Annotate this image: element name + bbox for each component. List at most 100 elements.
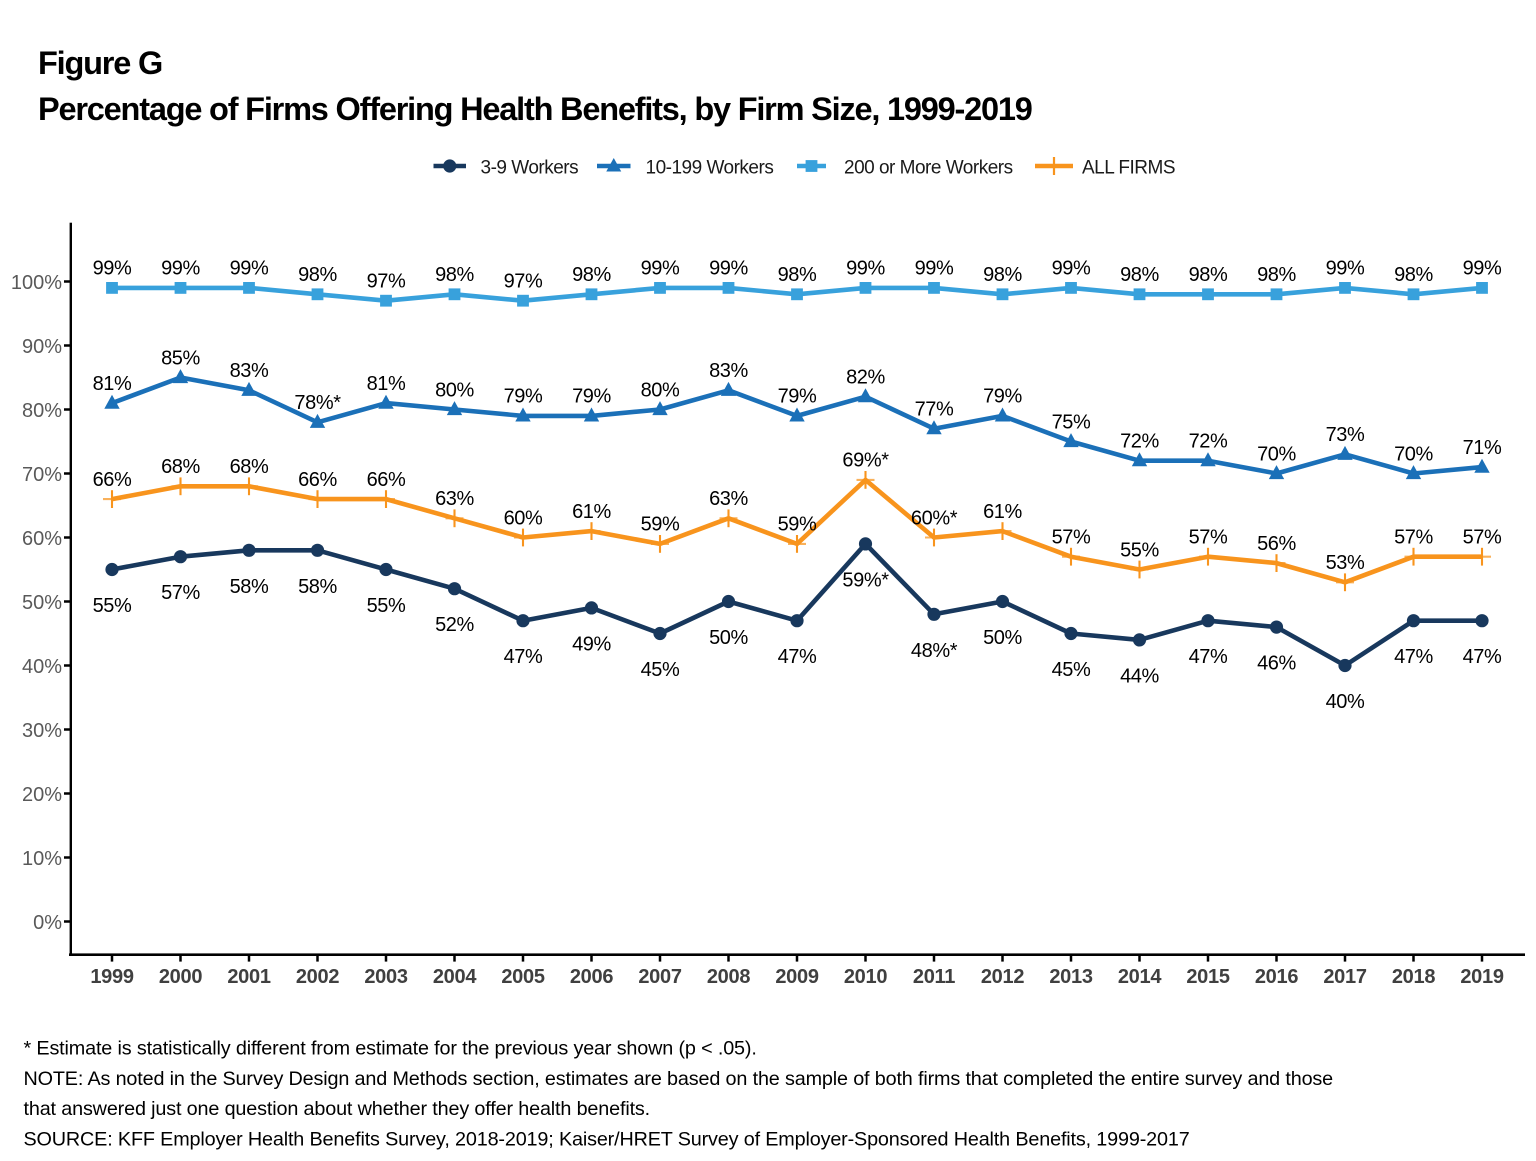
svg-text:98%: 98%	[1189, 264, 1228, 286]
svg-text:68%: 68%	[230, 456, 269, 478]
svg-text:66%: 66%	[93, 469, 132, 491]
svg-text:47%: 47%	[1189, 646, 1228, 668]
svg-text:70%: 70%	[22, 464, 62, 486]
svg-text:72%: 72%	[1120, 431, 1159, 453]
svg-text:80%: 80%	[22, 400, 62, 422]
svg-text:98%: 98%	[778, 264, 817, 286]
svg-text:71%: 71%	[1463, 437, 1502, 459]
svg-text:44%: 44%	[1120, 665, 1159, 687]
svg-text:81%: 81%	[93, 373, 132, 395]
svg-text:NOTE: As noted in the Survey D: NOTE: As noted in the Survey Design and …	[24, 1068, 1334, 1090]
svg-text:60%: 60%	[504, 507, 543, 529]
svg-text:59%: 59%	[641, 514, 680, 536]
svg-text:2008: 2008	[707, 966, 750, 988]
svg-text:40%: 40%	[22, 656, 62, 678]
svg-text:55%: 55%	[93, 595, 132, 617]
svg-text:69%*: 69%*	[842, 450, 889, 472]
svg-text:* Estimate is statistically di: * Estimate is statistically different fr…	[24, 1038, 757, 1060]
svg-text:73%: 73%	[1326, 424, 1365, 446]
svg-text:61%: 61%	[983, 501, 1022, 523]
svg-text:57%: 57%	[161, 582, 200, 604]
svg-text:45%: 45%	[641, 659, 680, 681]
svg-text:60%: 60%	[22, 528, 62, 550]
svg-text:200 or More Workers: 200 or More Workers	[844, 157, 1013, 178]
svg-text:99%: 99%	[1326, 258, 1365, 280]
svg-text:49%: 49%	[572, 633, 611, 655]
svg-text:20%: 20%	[22, 784, 62, 806]
svg-text:83%: 83%	[709, 360, 748, 382]
svg-text:63%: 63%	[709, 488, 748, 510]
svg-text:that answered just one questio: that answered just one question about wh…	[24, 1098, 651, 1120]
svg-text:61%: 61%	[572, 501, 611, 523]
svg-text:2015: 2015	[1186, 966, 1229, 988]
svg-text:46%: 46%	[1257, 653, 1296, 675]
svg-text:98%: 98%	[435, 264, 474, 286]
svg-text:SOURCE: KFF Employer Health Be: SOURCE: KFF Employer Health Benefits Sur…	[24, 1128, 1190, 1150]
svg-text:99%: 99%	[93, 258, 132, 280]
svg-text:79%: 79%	[572, 386, 611, 408]
svg-text:56%: 56%	[1257, 533, 1296, 555]
svg-text:99%: 99%	[230, 258, 269, 280]
svg-text:58%: 58%	[230, 576, 269, 598]
svg-text:99%: 99%	[1463, 258, 1502, 280]
svg-text:47%: 47%	[504, 646, 543, 668]
svg-text:52%: 52%	[435, 614, 474, 636]
svg-text:57%: 57%	[1052, 527, 1091, 549]
svg-text:2001: 2001	[227, 966, 270, 988]
svg-text:97%: 97%	[504, 271, 543, 293]
svg-text:79%: 79%	[504, 386, 543, 408]
svg-text:2003: 2003	[364, 966, 407, 988]
svg-text:2000: 2000	[159, 966, 202, 988]
svg-text:2009: 2009	[775, 966, 818, 988]
svg-text:10-199 Workers: 10-199 Workers	[646, 157, 774, 178]
svg-text:66%: 66%	[367, 469, 406, 491]
svg-text:99%: 99%	[846, 258, 885, 280]
svg-text:2006: 2006	[570, 966, 613, 988]
svg-text:57%: 57%	[1189, 527, 1228, 549]
svg-text:2005: 2005	[501, 966, 544, 988]
svg-text:98%: 98%	[1120, 264, 1159, 286]
svg-text:3-9 Workers: 3-9 Workers	[481, 157, 579, 178]
svg-text:85%: 85%	[161, 347, 200, 369]
svg-text:47%: 47%	[778, 646, 817, 668]
svg-text:100%: 100%	[11, 272, 62, 294]
svg-text:98%: 98%	[983, 264, 1022, 286]
svg-text:99%: 99%	[641, 258, 680, 280]
svg-text:63%: 63%	[435, 488, 474, 510]
svg-text:70%: 70%	[1394, 443, 1433, 465]
svg-text:0%: 0%	[33, 912, 62, 934]
svg-text:98%: 98%	[1394, 264, 1433, 286]
svg-text:2004: 2004	[433, 966, 477, 988]
svg-text:99%: 99%	[915, 258, 954, 280]
svg-text:99%: 99%	[709, 258, 748, 280]
svg-text:30%: 30%	[22, 720, 62, 742]
svg-text:2002: 2002	[296, 966, 339, 988]
svg-text:2013: 2013	[1049, 966, 1092, 988]
svg-text:99%: 99%	[161, 258, 200, 280]
svg-text:78%*: 78%*	[294, 392, 341, 414]
svg-text:82%: 82%	[846, 367, 885, 389]
svg-text:75%: 75%	[1052, 411, 1091, 433]
svg-text:50%: 50%	[709, 627, 748, 649]
svg-text:70%: 70%	[1257, 443, 1296, 465]
svg-text:79%: 79%	[778, 386, 817, 408]
svg-text:98%: 98%	[1257, 264, 1296, 286]
svg-text:2010: 2010	[844, 966, 887, 988]
svg-text:68%: 68%	[161, 456, 200, 478]
svg-text:2017: 2017	[1323, 966, 1366, 988]
svg-text:2011: 2011	[913, 966, 955, 988]
svg-text:53%: 53%	[1326, 552, 1365, 574]
svg-text:58%: 58%	[298, 576, 337, 598]
svg-text:50%: 50%	[983, 627, 1022, 649]
svg-text:79%: 79%	[983, 386, 1022, 408]
svg-text:59%*: 59%*	[842, 569, 889, 591]
svg-text:2018: 2018	[1392, 966, 1435, 988]
svg-text:60%*: 60%*	[911, 507, 958, 529]
svg-text:57%: 57%	[1394, 527, 1433, 549]
svg-text:Percentage of Firms Offering H: Percentage of Firms Offering Health Bene…	[38, 91, 1032, 127]
svg-text:2019: 2019	[1460, 966, 1503, 988]
svg-text:2014: 2014	[1118, 966, 1162, 988]
svg-text:Figure G: Figure G	[38, 45, 162, 81]
svg-text:97%: 97%	[367, 271, 406, 293]
svg-text:1999: 1999	[90, 966, 133, 988]
